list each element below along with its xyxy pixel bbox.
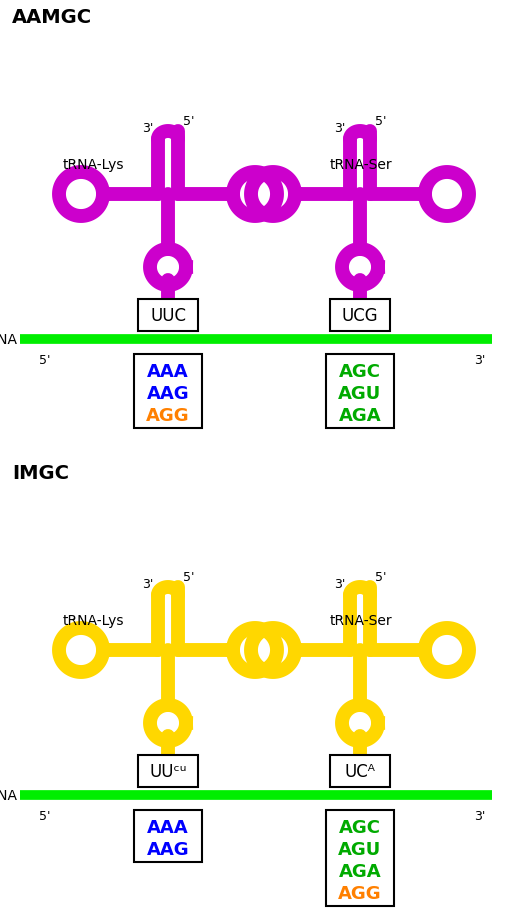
FancyBboxPatch shape xyxy=(330,755,390,787)
Text: mRNA: mRNA xyxy=(0,333,18,346)
FancyBboxPatch shape xyxy=(326,810,394,906)
Text: AGA: AGA xyxy=(338,406,381,425)
Text: UUC: UUC xyxy=(150,307,186,324)
Text: AAG: AAG xyxy=(146,384,189,403)
Text: 3': 3' xyxy=(334,122,345,135)
FancyBboxPatch shape xyxy=(134,810,202,862)
Text: mRNA: mRNA xyxy=(0,788,18,802)
Text: AGG: AGG xyxy=(338,884,382,902)
Text: 3': 3' xyxy=(142,578,153,590)
Text: 5': 5' xyxy=(183,115,195,128)
Text: UCG: UCG xyxy=(342,307,378,324)
Text: AGU: AGU xyxy=(338,384,381,403)
Text: tRNA-Lys: tRNA-Lys xyxy=(63,158,124,172)
Text: UUᶜᵘ: UUᶜᵘ xyxy=(150,763,187,780)
Text: tRNA-Ser: tRNA-Ser xyxy=(330,613,393,628)
Text: 3': 3' xyxy=(474,809,486,822)
Text: AGG: AGG xyxy=(146,406,190,425)
Text: tRNA-Lys: tRNA-Lys xyxy=(63,613,124,628)
Text: AGC: AGC xyxy=(339,818,381,836)
Text: 5': 5' xyxy=(39,809,51,822)
Text: AAA: AAA xyxy=(147,818,189,836)
Text: AGU: AGU xyxy=(338,840,381,858)
Text: tRNA-Ser: tRNA-Ser xyxy=(330,158,393,172)
Text: 5': 5' xyxy=(39,353,51,366)
FancyBboxPatch shape xyxy=(138,300,198,332)
Text: AAG: AAG xyxy=(146,840,189,858)
FancyBboxPatch shape xyxy=(134,354,202,428)
Text: IMGC: IMGC xyxy=(12,464,69,483)
Text: 5': 5' xyxy=(375,115,387,128)
Text: AGA: AGA xyxy=(338,862,381,880)
Text: 5': 5' xyxy=(183,570,195,583)
FancyBboxPatch shape xyxy=(138,755,198,787)
Text: 3': 3' xyxy=(474,353,486,366)
Text: 3': 3' xyxy=(142,122,153,135)
Text: UCᴬ: UCᴬ xyxy=(345,763,375,780)
FancyBboxPatch shape xyxy=(326,354,394,428)
Text: AGC: AGC xyxy=(339,363,381,381)
Text: AAMGC: AAMGC xyxy=(12,8,92,27)
Text: 5': 5' xyxy=(375,570,387,583)
Text: 3': 3' xyxy=(334,578,345,590)
Text: AAA: AAA xyxy=(147,363,189,381)
FancyBboxPatch shape xyxy=(330,300,390,332)
